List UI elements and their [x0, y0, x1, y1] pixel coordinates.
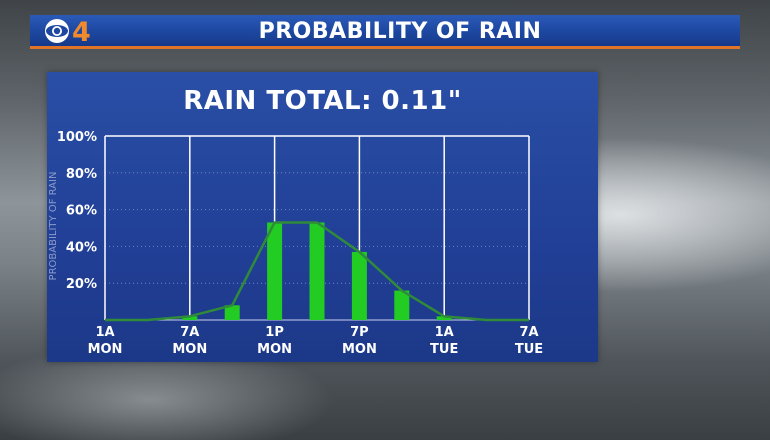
bar-5	[394, 290, 410, 320]
svg-text:4: 4	[72, 17, 91, 45]
x-tick-sublabel: TUE	[430, 342, 458, 357]
x-tick-sublabel: MON	[257, 342, 292, 357]
y-tick-label: 100%	[57, 130, 97, 145]
x-tick-label: 1P	[265, 325, 284, 340]
y-tick-label: 80%	[66, 167, 97, 182]
y-tick-label: 60%	[66, 204, 97, 219]
x-tick-label: 1A	[435, 325, 454, 340]
x-tick-label: 7A	[519, 325, 538, 340]
x-tick-sublabel: TUE	[515, 342, 543, 357]
x-tick-label: 1A	[95, 325, 114, 340]
chart-title: RAIN TOTAL: 0.11"	[183, 86, 462, 116]
bar-2	[267, 222, 283, 320]
trend-line	[105, 221, 529, 322]
x-tick-sublabel: MON	[342, 342, 377, 357]
x-tick-sublabel: MON	[88, 342, 123, 357]
bar-0	[182, 316, 198, 320]
x-tick-sublabel: MON	[172, 342, 207, 357]
x-tick-label: 7P	[350, 325, 369, 340]
bar-4	[351, 251, 367, 320]
bar-3	[309, 222, 325, 320]
x-tick-label: 7A	[180, 325, 199, 340]
header-banner: 4 PROBABILITY OF RAIN	[30, 15, 740, 49]
y-tick-label: 20%	[66, 277, 97, 292]
bar-1	[224, 305, 240, 320]
rain-probability-chart: 20% 40% 60% 80% 100% 1A MON 7A MON 1P MON 7P MON 1A TU…	[48, 130, 543, 357]
cbs4-logo: 4	[45, 17, 91, 45]
y-axis-label: PROBABILITY OF RAIN	[48, 172, 59, 281]
bar-6	[436, 316, 452, 320]
page-title: PROBABILITY OF RAIN	[258, 19, 542, 44]
chart-panel: RAIN TOTAL: 0.11" 20% 40% 60% 80% 100% 1A MON 7…	[47, 72, 598, 362]
y-tick-label: 40%	[66, 240, 97, 255]
